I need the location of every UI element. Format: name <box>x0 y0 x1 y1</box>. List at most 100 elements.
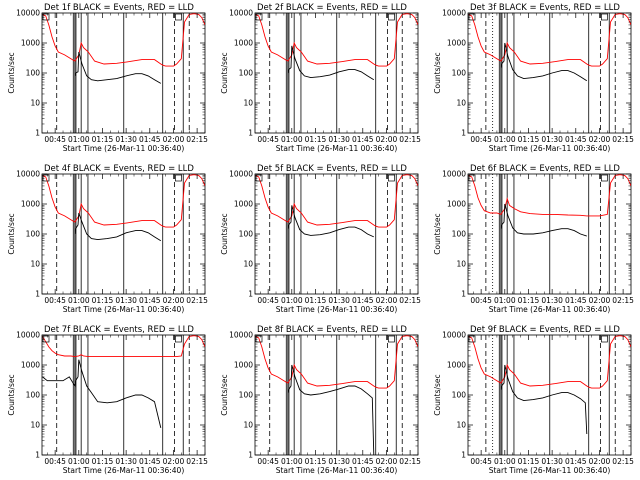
detector-panel-1: Det 1f BLACK = Events, RED = LLD 1 10 100 10… <box>7 3 208 153</box>
y-tick-label: 1000 <box>21 361 40 370</box>
x-tick-label: 00:45 <box>257 457 279 466</box>
events-series-line <box>500 42 588 82</box>
panel-title: Det 2f BLACK = Events, RED = LLD <box>257 3 407 13</box>
y-axis-label: Counts/sec <box>433 374 442 415</box>
x-tick-label: 01:45 <box>565 296 587 305</box>
marker-box <box>388 335 395 343</box>
panel-title: Det 9f BLACK = Events, RED = LLD <box>470 325 620 335</box>
x-tick-label: 02:15 <box>399 296 421 305</box>
y-tick-label: 1000 <box>234 200 253 209</box>
y-tick-label: 10000 <box>16 170 40 179</box>
lld-series-line <box>42 174 205 228</box>
y-tick-label: 10000 <box>229 331 253 340</box>
x-tick-label: 00:45 <box>470 135 492 144</box>
x-axis-label: Start Time (26-Mar-11 00:36:40) <box>63 466 185 475</box>
y-tick-label: 1 <box>35 451 40 460</box>
events-series-line <box>74 51 162 84</box>
y-tick-label: 100 <box>26 391 41 400</box>
x-tick-label: 01:45 <box>352 457 374 466</box>
y-tick-label: 10000 <box>16 9 40 18</box>
marker-box <box>42 13 50 21</box>
events-series-line <box>500 364 588 435</box>
interval-markers <box>269 174 403 294</box>
detector-panel-5: Det 5f BLACK = Events, RED = LLD 1 10 100 10… <box>220 164 421 314</box>
x-tick-label: 01:00 <box>281 296 303 305</box>
y-tick-label: 100 <box>26 230 41 239</box>
interval-markers <box>485 174 616 294</box>
x-axis-label: Start Time (26-Mar-11 00:36:40) <box>63 144 185 153</box>
x-tick-label: 01:15 <box>518 135 540 144</box>
y-tick-label: 1000 <box>234 39 253 48</box>
x-tick-label: 01:45 <box>565 135 587 144</box>
events-series-line <box>287 364 375 455</box>
lld-series-line <box>468 13 631 67</box>
x-tick-label: 00:45 <box>470 457 492 466</box>
x-axis-label: Start Time (26-Mar-11 00:36:40) <box>489 466 611 475</box>
detector-panel-3: Det 3f BLACK = Events, RED = LLD 1 10 100 10… <box>433 3 634 153</box>
x-tick-label: 00:45 <box>44 457 66 466</box>
marker-box <box>468 335 476 343</box>
y-tick-label: 10 <box>456 421 466 430</box>
x-tick-label: 01:45 <box>139 135 161 144</box>
y-tick-label: 1 <box>461 290 466 299</box>
x-tick-label: 02:00 <box>589 135 611 144</box>
x-tick-label: 01:30 <box>115 457 137 466</box>
panel-title: Det 7f BLACK = Events, RED = LLD <box>44 325 194 335</box>
y-tick-label: 1 <box>248 129 253 138</box>
detector-panel-7: Det 7f BLACK = Events, RED = LLD 1 10 100 10… <box>7 325 208 475</box>
lld-series-line <box>468 335 631 389</box>
x-tick-label: 01:30 <box>541 135 563 144</box>
x-tick-label: 01:30 <box>328 135 350 144</box>
y-axis-label: Counts/sec <box>7 52 16 93</box>
y-axis-label: Counts/sec <box>7 374 16 415</box>
y-tick-label: 100 <box>239 230 254 239</box>
y-tick-label: 100 <box>239 69 254 78</box>
y-tick-label: 10000 <box>442 170 466 179</box>
x-axis-label: Start Time (26-Mar-11 00:36:40) <box>276 305 398 314</box>
y-tick-label: 10000 <box>442 331 466 340</box>
y-tick-label: 1 <box>248 451 253 460</box>
marker-box <box>388 174 395 182</box>
y-tick-label: 100 <box>452 230 467 239</box>
marker-box <box>255 13 263 21</box>
x-tick-label: 01:00 <box>494 457 516 466</box>
y-tick-label: 10 <box>30 99 40 108</box>
x-tick-label: 01:30 <box>541 457 563 466</box>
panel-title: Det 3f BLACK = Events, RED = LLD <box>470 3 620 13</box>
y-tick-label: 1000 <box>447 39 466 48</box>
y-tick-label: 10000 <box>229 170 253 179</box>
x-tick-label: 02:15 <box>399 135 421 144</box>
x-tick-label: 02:15 <box>186 296 208 305</box>
marker-box <box>255 174 263 182</box>
y-axis-label: Counts/sec <box>220 374 229 415</box>
x-tick-label: 01:45 <box>352 135 374 144</box>
y-tick-label: 100 <box>452 69 467 78</box>
x-tick-label: 01:15 <box>92 135 114 144</box>
x-tick-label: 01:15 <box>92 296 114 305</box>
x-tick-label: 01:15 <box>305 296 327 305</box>
y-tick-label: 10 <box>243 99 253 108</box>
marker-box <box>255 335 263 343</box>
y-axis-label: Counts/sec <box>433 213 442 254</box>
x-tick-label: 02:15 <box>612 296 634 305</box>
panel-title: Det 5f BLACK = Events, RED = LLD <box>257 164 407 174</box>
x-tick-label: 01:00 <box>68 135 90 144</box>
y-tick-label: 10 <box>456 260 466 269</box>
x-tick-label: 01:30 <box>328 296 350 305</box>
x-tick-label: 02:00 <box>163 296 185 305</box>
x-tick-label: 01:00 <box>494 135 516 144</box>
detector-panel-2: Det 2f BLACK = Events, RED = LLD 1 10 100 10… <box>220 3 421 153</box>
marker-box <box>468 13 476 21</box>
x-tick-label: 02:15 <box>399 457 421 466</box>
interval-markers <box>485 13 616 133</box>
events-series-line <box>42 359 162 429</box>
x-tick-label: 02:00 <box>589 457 611 466</box>
x-tick-label: 02:00 <box>589 296 611 305</box>
x-tick-label: 01:00 <box>494 296 516 305</box>
interval-markers <box>56 335 190 455</box>
y-axis-label: Counts/sec <box>220 213 229 254</box>
lld-series-line <box>42 13 205 67</box>
y-axis-label: Counts/sec <box>7 213 16 254</box>
panel-title: Det 4f BLACK = Events, RED = LLD <box>44 164 194 174</box>
y-tick-label: 1000 <box>21 200 40 209</box>
